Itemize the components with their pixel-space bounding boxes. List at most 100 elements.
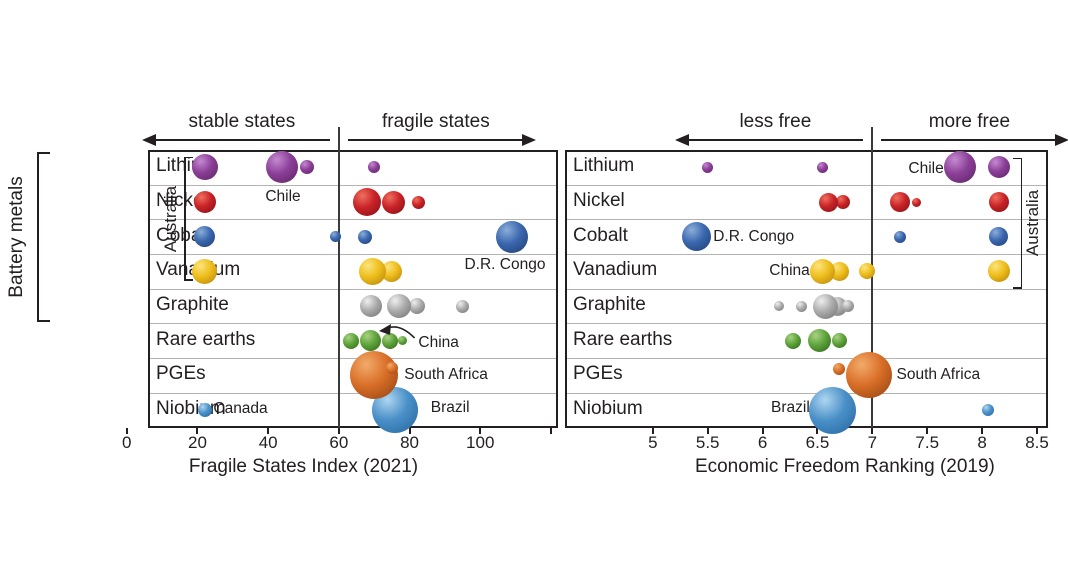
- row-gridline: [150, 184, 556, 186]
- annotation-china: China: [769, 262, 810, 280]
- annotation-canada: Canada: [213, 400, 268, 418]
- row-gridline: [150, 323, 556, 325]
- axis-tick: [816, 427, 819, 434]
- axis-tick: [267, 427, 270, 434]
- country-bracket-label: Australia: [160, 185, 180, 252]
- header-arrow-right-line: [881, 139, 1058, 141]
- country-bracket-tick-top: [1012, 157, 1022, 160]
- axis-tick-label: 0: [122, 433, 132, 452]
- axis-tick: [125, 427, 128, 434]
- country-bracket-line: [1020, 157, 1023, 289]
- x-axis-title: Fragile States Index (2021): [188, 456, 419, 477]
- divider-line: [871, 127, 874, 428]
- row-label: Rare earths: [156, 328, 256, 350]
- axis-tick-label: 6: [757, 433, 768, 452]
- row-label: Rare earths: [573, 328, 673, 350]
- bubble-gray: [812, 293, 838, 319]
- bubble-lightblue: [809, 386, 857, 434]
- row-label: Lithium: [573, 155, 635, 177]
- bubble-red: [382, 190, 406, 214]
- row-gridline: [567, 358, 1046, 360]
- bubble-red: [818, 192, 838, 212]
- battery-metals-label: Battery metals: [6, 176, 27, 298]
- row-gridline: [567, 323, 1046, 325]
- annotation-arrow-icon: [379, 324, 416, 339]
- bubble-red: [411, 195, 425, 209]
- bubble-gray: [408, 298, 425, 315]
- bubble-gray: [774, 301, 785, 312]
- country-bracket-label: Australia: [1022, 189, 1042, 257]
- bubble-purple: [702, 161, 714, 173]
- annotation-south-africa: South Africa: [404, 366, 488, 384]
- row-label: Graphite: [156, 294, 229, 316]
- bubble-green: [831, 333, 847, 349]
- row-label: Vanadium: [573, 259, 658, 281]
- annotation-chile: Chile: [265, 188, 301, 206]
- country-bracket-tick-bottom: [1012, 287, 1022, 289]
- bubble-yellow: [858, 263, 875, 280]
- bubble-green: [397, 336, 407, 346]
- row-gridline: [567, 254, 1046, 256]
- bubble-yellow: [381, 260, 403, 282]
- row-gridline: [150, 219, 556, 221]
- right-arrowhead-icon: [521, 134, 536, 146]
- bubble-purple: [817, 161, 829, 173]
- axis-tick-label: 8.5: [1025, 433, 1049, 452]
- bubble-orange: [846, 352, 893, 399]
- bubble-yellow: [829, 261, 849, 281]
- bubble-green: [343, 332, 360, 349]
- axis-tick-label: 20: [188, 433, 207, 452]
- header-label-right: fragile states: [381, 111, 490, 132]
- axis-tick: [549, 427, 552, 434]
- bubble-blue: [893, 230, 906, 243]
- row-label: Nickel: [573, 190, 625, 212]
- header-label-left: stable states: [188, 111, 296, 132]
- header-label-left: less free: [739, 111, 812, 132]
- row-gridline: [567, 219, 1046, 221]
- header-arrow-right-line: [347, 139, 524, 141]
- bubble-gray: [795, 300, 807, 312]
- annotation-chile: Chile: [908, 160, 944, 178]
- left-arrowhead-icon: [141, 134, 156, 146]
- x-axis-title: Economic Freedom Ranking (2019): [694, 456, 995, 477]
- annotation-d-r-congo: D.R. Congo: [713, 227, 795, 245]
- row-gridline: [567, 392, 1046, 394]
- bubble-red: [835, 195, 850, 210]
- row-gridline: [567, 184, 1046, 186]
- bubble-blue: [496, 220, 529, 253]
- bubble-red: [353, 188, 382, 217]
- country-bracket-tick-bottom: [184, 279, 194, 281]
- bubble-purple: [191, 154, 218, 181]
- axis-tick: [479, 427, 482, 434]
- bubble-green: [808, 329, 832, 353]
- bubble-green: [360, 330, 382, 352]
- bubble-yellow: [810, 258, 836, 284]
- bubble-blue: [194, 226, 216, 248]
- bubble-gray: [386, 294, 411, 319]
- row-label: Niobium: [573, 398, 643, 420]
- annotation-brazil: Brazil: [771, 399, 810, 417]
- bubble-purple: [368, 161, 381, 174]
- axis-tick: [337, 427, 340, 434]
- battery-metals-bracket-tick-top: [37, 152, 50, 154]
- header-arrow-left-line: [153, 139, 330, 141]
- axis-tick-label: 100: [466, 433, 495, 452]
- bubble-red: [193, 191, 216, 214]
- axis-tick: [408, 427, 411, 434]
- bubble-yellow: [358, 257, 386, 285]
- bubble-orange: [350, 351, 399, 400]
- bubble-gray: [359, 295, 382, 318]
- bubble-purple: [266, 151, 299, 184]
- axis-tick: [196, 427, 199, 434]
- axis-tick: [871, 427, 874, 434]
- header-arrow-left-line: [687, 139, 864, 141]
- bubble-blue: [682, 222, 712, 252]
- bubble-purple: [300, 160, 315, 175]
- axis-tick-label: 7: [867, 433, 878, 452]
- bubble-orange: [833, 363, 846, 376]
- bubble-gray: [456, 299, 470, 313]
- bubble-lightblue: [197, 403, 212, 418]
- axis-tick-label: 6.5: [805, 433, 830, 452]
- axis-tick-label: 40: [258, 433, 278, 452]
- axis-tick-label: 5: [648, 433, 658, 452]
